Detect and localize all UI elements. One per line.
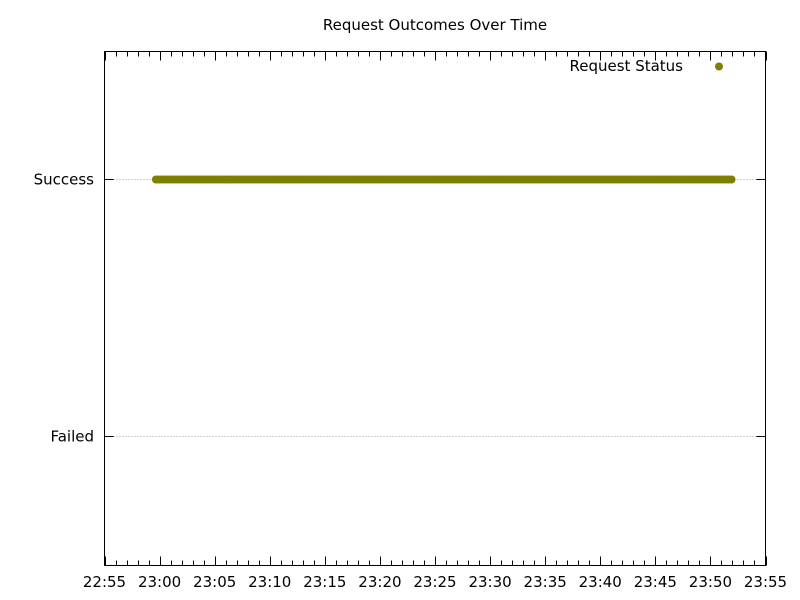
x-tick-label: 23:50 bbox=[689, 573, 732, 591]
data-point bbox=[727, 175, 736, 184]
x-axis-ticks: 22:55 23:00 23:05 23:10 23:15 23:20 23:25 23:30… bbox=[83, 51, 787, 591]
x-tick-label: 23:20 bbox=[358, 573, 401, 591]
x-tick-label: 23:25 bbox=[413, 573, 456, 591]
y-tick-label: Failed bbox=[50, 428, 94, 446]
x-tick-label: 22:55 bbox=[83, 573, 126, 591]
chart-title: Request Outcomes Over Time bbox=[323, 16, 547, 34]
x-tick-label: 23:30 bbox=[468, 573, 511, 591]
x-tick-label: 23:05 bbox=[193, 573, 236, 591]
x-tick-label: 23:15 bbox=[303, 573, 346, 591]
legend: Request Status bbox=[570, 57, 723, 75]
x-tick-label: 23:00 bbox=[138, 573, 181, 591]
y-axis-ticks: Failed Success bbox=[34, 171, 766, 446]
plot-frame bbox=[104, 51, 766, 566]
legend-marker bbox=[715, 62, 723, 71]
x-tick-label: 23:35 bbox=[524, 573, 567, 591]
y-tick-label: Success bbox=[34, 171, 95, 189]
x-tick-label: 23:40 bbox=[579, 573, 622, 591]
x-tick-label: 23:45 bbox=[634, 573, 677, 591]
x-tick-label: 23:55 bbox=[744, 573, 787, 591]
data-points bbox=[151, 175, 736, 184]
legend-label: Request Status bbox=[570, 57, 684, 75]
x-tick-label: 23:10 bbox=[248, 573, 291, 591]
gridlines bbox=[104, 179, 766, 437]
